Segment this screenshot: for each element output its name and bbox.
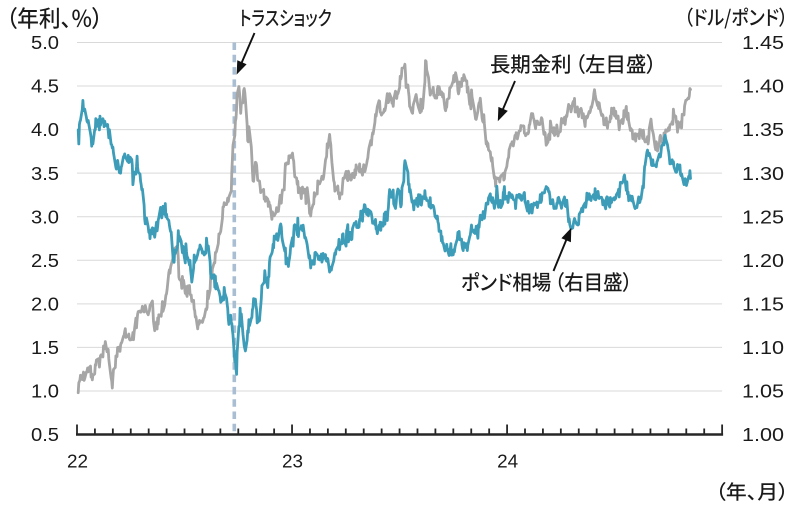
svg-text:5.0: 5.0 bbox=[31, 32, 59, 53]
svg-text:4.5: 4.5 bbox=[31, 76, 59, 97]
svg-text:23: 23 bbox=[282, 451, 303, 472]
svg-text:1.30: 1.30 bbox=[742, 163, 784, 184]
svg-text:22: 22 bbox=[67, 451, 88, 472]
svg-text:1.00: 1.00 bbox=[742, 424, 784, 445]
svg-text:1.20: 1.20 bbox=[742, 250, 784, 271]
svg-text:1.25: 1.25 bbox=[742, 206, 784, 227]
svg-text:2.0: 2.0 bbox=[31, 293, 59, 314]
svg-text:4.0: 4.0 bbox=[31, 119, 59, 140]
svg-text:2.5: 2.5 bbox=[31, 250, 59, 271]
svg-text:3.5: 3.5 bbox=[31, 163, 59, 184]
svg-text:1.10: 1.10 bbox=[742, 337, 784, 358]
svg-text:3.0: 3.0 bbox=[31, 206, 59, 227]
svg-text:1.45: 1.45 bbox=[742, 32, 784, 53]
svg-text:1.05: 1.05 bbox=[742, 381, 784, 402]
svg-text:1.15: 1.15 bbox=[742, 293, 784, 314]
svg-text:0.5: 0.5 bbox=[31, 424, 59, 445]
svg-text:24: 24 bbox=[497, 451, 518, 472]
svg-text:1.5: 1.5 bbox=[31, 337, 59, 358]
svg-text:1.40: 1.40 bbox=[742, 76, 784, 97]
svg-text:1.35: 1.35 bbox=[742, 119, 784, 140]
svg-text:1.0: 1.0 bbox=[31, 381, 59, 402]
